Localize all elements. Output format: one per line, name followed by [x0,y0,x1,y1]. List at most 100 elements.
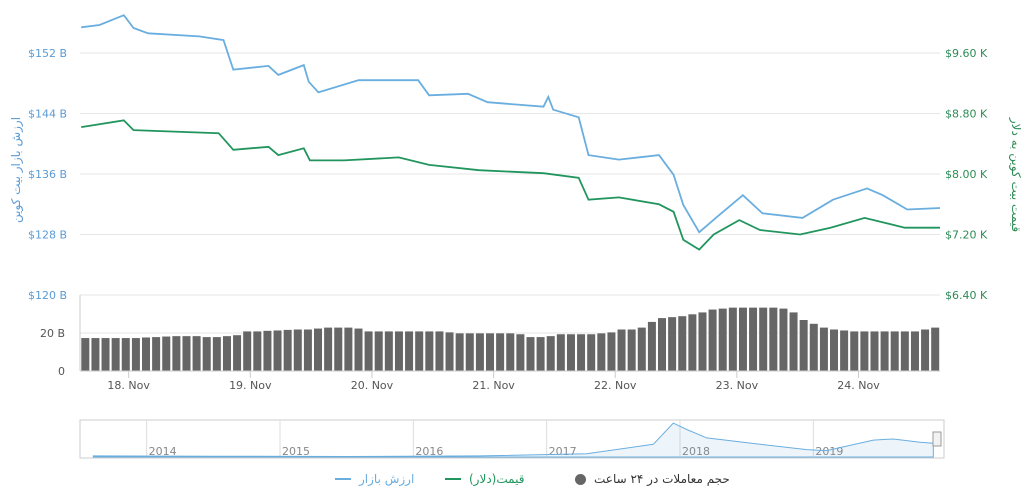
left-tick-label: $152 B [28,47,67,60]
volume-bar [869,330,880,372]
left-axis-title: ارزش بازار بیت کوین [9,117,24,223]
volume-bar [121,337,131,372]
volume-bar [839,329,849,372]
volume-bar [202,336,212,372]
market-cap-line [81,14,941,234]
navigator-year-label: 2015 [282,445,310,458]
volume-bar [667,316,677,372]
volume-bar [212,336,222,372]
volume-bar [647,321,657,372]
volume-bar [788,311,799,372]
volume-bar [627,328,637,372]
volume-bar [283,329,293,372]
volume-bar [657,317,667,372]
price-line [81,119,940,251]
volume-bar [546,335,556,372]
legend-label: قیمت(دلار) [469,472,525,486]
volume-bar [252,330,262,372]
market-cap-swatch [335,478,351,480]
volume-bar [404,330,414,372]
volume-bar [566,333,576,372]
left-tick-label: $136 B [28,168,67,181]
x-tick-label: 20. Nov [351,379,394,392]
volume-bar [90,337,101,372]
volume-bar [637,326,647,372]
volume-bar [576,333,586,372]
volume-bar [515,333,525,372]
volume-bar [900,330,910,372]
volume-bar [374,330,384,372]
volume-bar [738,307,748,372]
legend-label: ارزش بازار [359,472,415,486]
volume-tick-label: 0 [58,365,65,378]
volume-bar [829,328,839,372]
volume-bar [606,331,617,372]
volume-bar [525,336,536,372]
volume-bar [778,307,789,372]
right-tick-label: $8.80 K [945,108,988,121]
volume-bar [505,332,515,372]
volume-bar [819,326,829,372]
volume-bar [758,307,768,372]
navigator-year-label: 2014 [149,445,177,458]
volume-bar [768,307,778,372]
volume-bar [363,330,374,372]
volume-bar [222,335,232,372]
left-tick-label: $128 B [28,229,67,242]
volume-bar [748,307,758,372]
left-tick-label: $144 B [28,108,67,121]
volume-dot-icon [575,473,586,485]
volume-bar [930,326,940,372]
volume-bar [879,330,890,372]
volume-bar [485,332,495,372]
volume-bar [444,331,455,372]
volume-bar [333,326,343,372]
chart-svg: $152 B $9.60 K $144 B $8.80 K $136 B $8.00 K $… [9,14,1023,459]
volume-bar [556,333,566,372]
volume-bar [434,330,445,372]
right-tick-label: $6.40 K [945,289,988,302]
volume-bar [313,327,323,372]
navigator-year-label: 2016 [415,445,443,458]
volume-bar [799,319,809,372]
volume-bar [849,330,859,372]
volume-bar [384,330,394,372]
x-tick-label: 19. Nov [229,379,272,392]
volume-bar [323,326,333,372]
volume-bar [191,335,202,372]
x-tick-label: 21. Nov [472,379,515,392]
navigator-year-label: 2018 [682,445,710,458]
right-tick-label: $7.20 K [945,229,988,242]
volume-bar [242,330,252,372]
volume-bar [697,311,708,372]
price-swatch [445,478,461,480]
volume-bar [920,328,930,372]
volume-bar [707,308,718,372]
volume-bar [343,326,353,372]
volume-bar [181,335,192,372]
legend-item-market-cap[interactable]: ارزش بازار [335,472,414,486]
right-tick-label: $9.60 K [945,47,988,60]
volume-bar [100,337,111,372]
navigator-handle[interactable] [932,431,942,447]
volume-bar [809,323,819,372]
volume-bar [303,328,313,372]
volume-bar [859,330,869,372]
volume-bar [465,332,475,372]
volume-bar [677,315,687,372]
x-tick-label: 18. Nov [107,379,150,392]
volume-bar [131,337,141,372]
legend-item-volume[interactable]: حجم معاملات در ۲۴ ساعت [575,472,730,486]
volume-bar [151,336,161,372]
volume-bar [171,335,181,372]
volume-tick-label: 20 B [40,327,65,340]
volume-bar [616,328,627,372]
volume-bar [687,313,697,372]
volume-bar [80,337,90,372]
legend-label: حجم معاملات در ۲۴ ساعت [594,472,730,486]
volume-bar [890,330,900,372]
legend-item-price[interactable]: قیمت(دلار) [445,472,524,486]
volume-bar [141,336,151,372]
volume-bar [455,332,465,372]
